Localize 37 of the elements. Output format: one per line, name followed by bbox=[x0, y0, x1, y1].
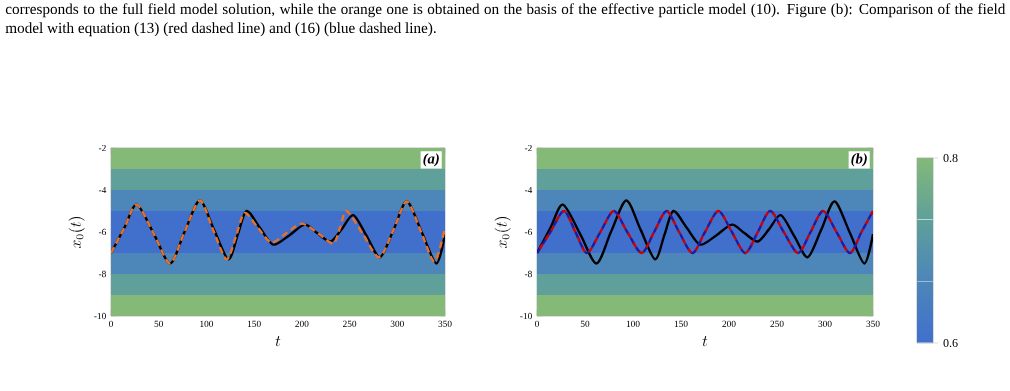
x-tick-label: 300 bbox=[818, 320, 832, 327]
x-tick-label: 50 bbox=[580, 320, 590, 327]
x-tick-label: 0 bbox=[109, 320, 113, 327]
y-tick-label: -6 bbox=[98, 228, 107, 236]
x-tick-label: 200 bbox=[295, 320, 309, 327]
annotation: (b) bbox=[851, 153, 867, 167]
text: corresponds to the full field model solution, while the orange one is obtained on the basis of the effective particle model (10). Figure (b): Comparison of the field model with equation (13) (red dashed line) and (16) (blue dashed line). bbox=[5, 3, 1006, 37]
x-tick-label: 100 bbox=[626, 320, 640, 327]
x-tick-label: 250 bbox=[343, 320, 357, 327]
x-tick-label: 100 bbox=[200, 320, 214, 327]
x-tick-label: 250 bbox=[770, 320, 784, 327]
y-tick-label: -8 bbox=[524, 270, 532, 278]
line-series bbox=[111, 199, 446, 265]
x-tick-label: 150 bbox=[247, 320, 261, 327]
x-tick-label: 50 bbox=[154, 320, 164, 327]
color-bar-label: 0.8 bbox=[943, 153, 958, 163]
y-tick-label: -2 bbox=[524, 144, 532, 152]
y-tick-label: -4 bbox=[524, 186, 533, 194]
y-axis-title: $x_0(t)$ bbox=[494, 217, 511, 249]
x-tick-label: 350 bbox=[866, 320, 880, 327]
x-axis-title: $t$ bbox=[275, 336, 281, 347]
x-tick-label: 0 bbox=[535, 320, 539, 327]
y-tick-label: -10 bbox=[94, 312, 106, 320]
x-tick-label: 350 bbox=[438, 320, 452, 327]
y-tick-label: -6 bbox=[524, 228, 533, 236]
x-tick-label: 200 bbox=[722, 320, 736, 327]
x-tick-label: 300 bbox=[390, 320, 404, 327]
color-bar-label: 0.6 bbox=[943, 338, 958, 348]
y-tick-label: -2 bbox=[98, 144, 106, 152]
line-series bbox=[537, 199, 873, 265]
y-tick-label: -4 bbox=[98, 186, 107, 194]
y-tick-label: -8 bbox=[98, 270, 106, 278]
annotation: (a) bbox=[423, 153, 439, 167]
y-axis-title: $x_0(t)$ bbox=[68, 217, 85, 249]
x-axis-title: $t$ bbox=[702, 336, 708, 347]
y-tick-label: -10 bbox=[520, 312, 532, 320]
x-tick-label: 150 bbox=[674, 320, 688, 327]
